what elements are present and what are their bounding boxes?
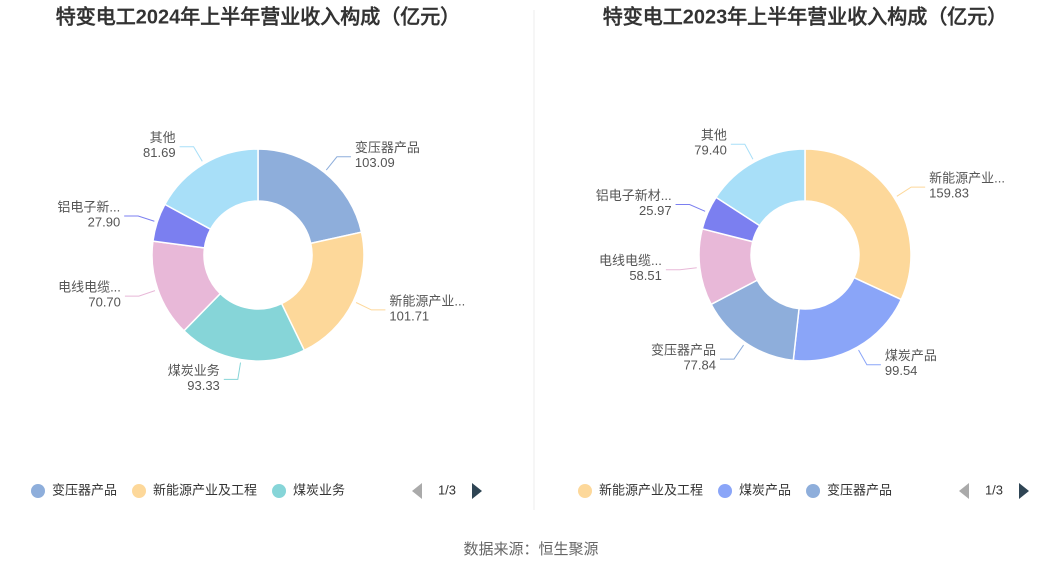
leader-line xyxy=(223,362,242,380)
leader-line xyxy=(325,156,351,171)
leader-line xyxy=(665,267,697,271)
legend-marker xyxy=(718,484,733,498)
leader-line xyxy=(896,186,926,197)
slice xyxy=(280,231,365,352)
slice xyxy=(257,148,363,245)
pager-next[interactable] xyxy=(1019,483,1029,499)
slice-label: 电线电缆... xyxy=(58,280,121,295)
leader-line xyxy=(124,290,156,297)
slice-label: 其他 xyxy=(150,130,176,145)
leader-line xyxy=(124,215,155,222)
slice-label: 电线电缆... xyxy=(599,253,662,268)
value-label: 70.70 xyxy=(88,295,121,310)
legend-label: 变压器产品 xyxy=(52,482,117,497)
pager-text: 1/3 xyxy=(985,482,1003,497)
value-label: 25.97 xyxy=(639,203,672,218)
legend-label: 煤炭产品 xyxy=(739,482,791,497)
legend-label: 变压器产品 xyxy=(827,482,892,497)
legend-marker xyxy=(578,484,592,498)
slice xyxy=(715,148,806,227)
value-label: 81.69 xyxy=(143,145,176,160)
slice xyxy=(182,292,306,362)
slice-label: 变压器产品 xyxy=(651,343,716,358)
leader-line xyxy=(719,344,744,360)
slice-label: 铝电子新材... xyxy=(596,188,672,203)
source: 数据来源：恒生聚源 xyxy=(463,541,598,558)
value-label: 101.71 xyxy=(389,308,429,323)
slice-label: 其他 xyxy=(701,128,727,143)
value-label: 79.40 xyxy=(694,143,727,158)
leader-line xyxy=(675,204,706,212)
pager-text: 1/3 xyxy=(438,482,456,497)
legend-label: 煤炭业务 xyxy=(293,482,345,497)
value-label: 27.90 xyxy=(88,214,121,229)
chart-title: 特变电工2024年上半年营业收入构成（亿元） xyxy=(56,4,461,28)
pager-prev[interactable] xyxy=(412,483,422,499)
slice-label: 变压器产品 xyxy=(355,140,420,155)
slice xyxy=(804,148,912,301)
pager-next[interactable] xyxy=(472,483,482,499)
value-label: 77.84 xyxy=(683,358,716,373)
legend-label: 新能源产业及工程 xyxy=(153,482,257,497)
value-label: 159.83 xyxy=(929,186,969,201)
leader-line xyxy=(355,302,386,311)
slice-label: 新能源产业... xyxy=(389,293,465,308)
legend-label: 新能源产业及工程 xyxy=(599,482,703,497)
legend-marker xyxy=(132,484,147,498)
value-label: 99.54 xyxy=(885,363,918,378)
chart-title: 特变电工2023年上半年营业收入构成（亿元） xyxy=(603,4,1008,28)
pager-prev[interactable] xyxy=(959,483,969,499)
slice-label: 铝电子新... xyxy=(57,199,120,214)
leader-line xyxy=(858,349,881,366)
leader-line xyxy=(730,143,754,160)
legend-marker xyxy=(272,484,287,498)
legend-marker xyxy=(806,484,821,498)
slice xyxy=(163,148,259,231)
slice-label: 新能源产业... xyxy=(929,171,1005,186)
legend-marker xyxy=(31,484,45,498)
slice-label: 煤炭业务 xyxy=(168,363,220,378)
value-label: 58.51 xyxy=(629,268,662,283)
leader-line xyxy=(179,146,203,162)
value-label: 93.33 xyxy=(187,378,220,393)
value-label: 103.09 xyxy=(355,155,395,170)
slice-label: 煤炭产品 xyxy=(885,348,937,363)
